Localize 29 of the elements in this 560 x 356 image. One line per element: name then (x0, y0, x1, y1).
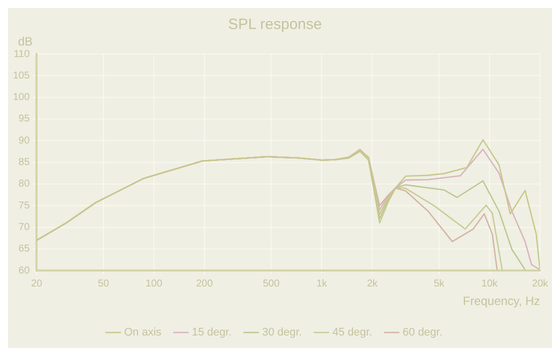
x-tick-label: 100 (146, 278, 163, 290)
y-tick-label: 75 (18, 200, 30, 212)
y-tick-label: 85 (18, 157, 30, 168)
x-tick-label: 5k (434, 278, 446, 290)
y-tick-label: 100 (12, 92, 30, 104)
y-axis-title: dB (18, 34, 33, 48)
x-tick-label: 2k (366, 278, 379, 290)
chart-title: SPL response (228, 16, 322, 34)
x-tick-label: 1k (316, 278, 328, 290)
x-tick-label: 20 (31, 278, 43, 290)
legend-label: 30 degr. (262, 326, 302, 339)
y-tick-label: 70 (18, 222, 30, 234)
y-tick-label: 110 (14, 48, 30, 60)
x-tick-label: 10k (481, 278, 499, 290)
y-tick-label: 105 (12, 70, 30, 82)
x-tick-label: 20k (532, 278, 550, 290)
x-tick-label: 200 (196, 278, 214, 290)
legend-label: On axis (124, 326, 162, 339)
legend-label: 60 degr. (402, 326, 442, 339)
y-tick-label: 80 (18, 178, 30, 190)
x-tick-label: 500 (262, 278, 280, 290)
y-tick-label: 95 (18, 114, 30, 125)
y-tick-label: 60 (18, 265, 30, 276)
y-tick-label: 90 (18, 135, 30, 146)
y-tick-label: 65 (18, 244, 30, 255)
x-axis-title: Frequency, Hz (462, 294, 540, 308)
x-tick-label: 50 (98, 278, 110, 290)
legend-label: 15 degr. (192, 326, 232, 339)
legend-label: 45 degr. (332, 326, 372, 339)
